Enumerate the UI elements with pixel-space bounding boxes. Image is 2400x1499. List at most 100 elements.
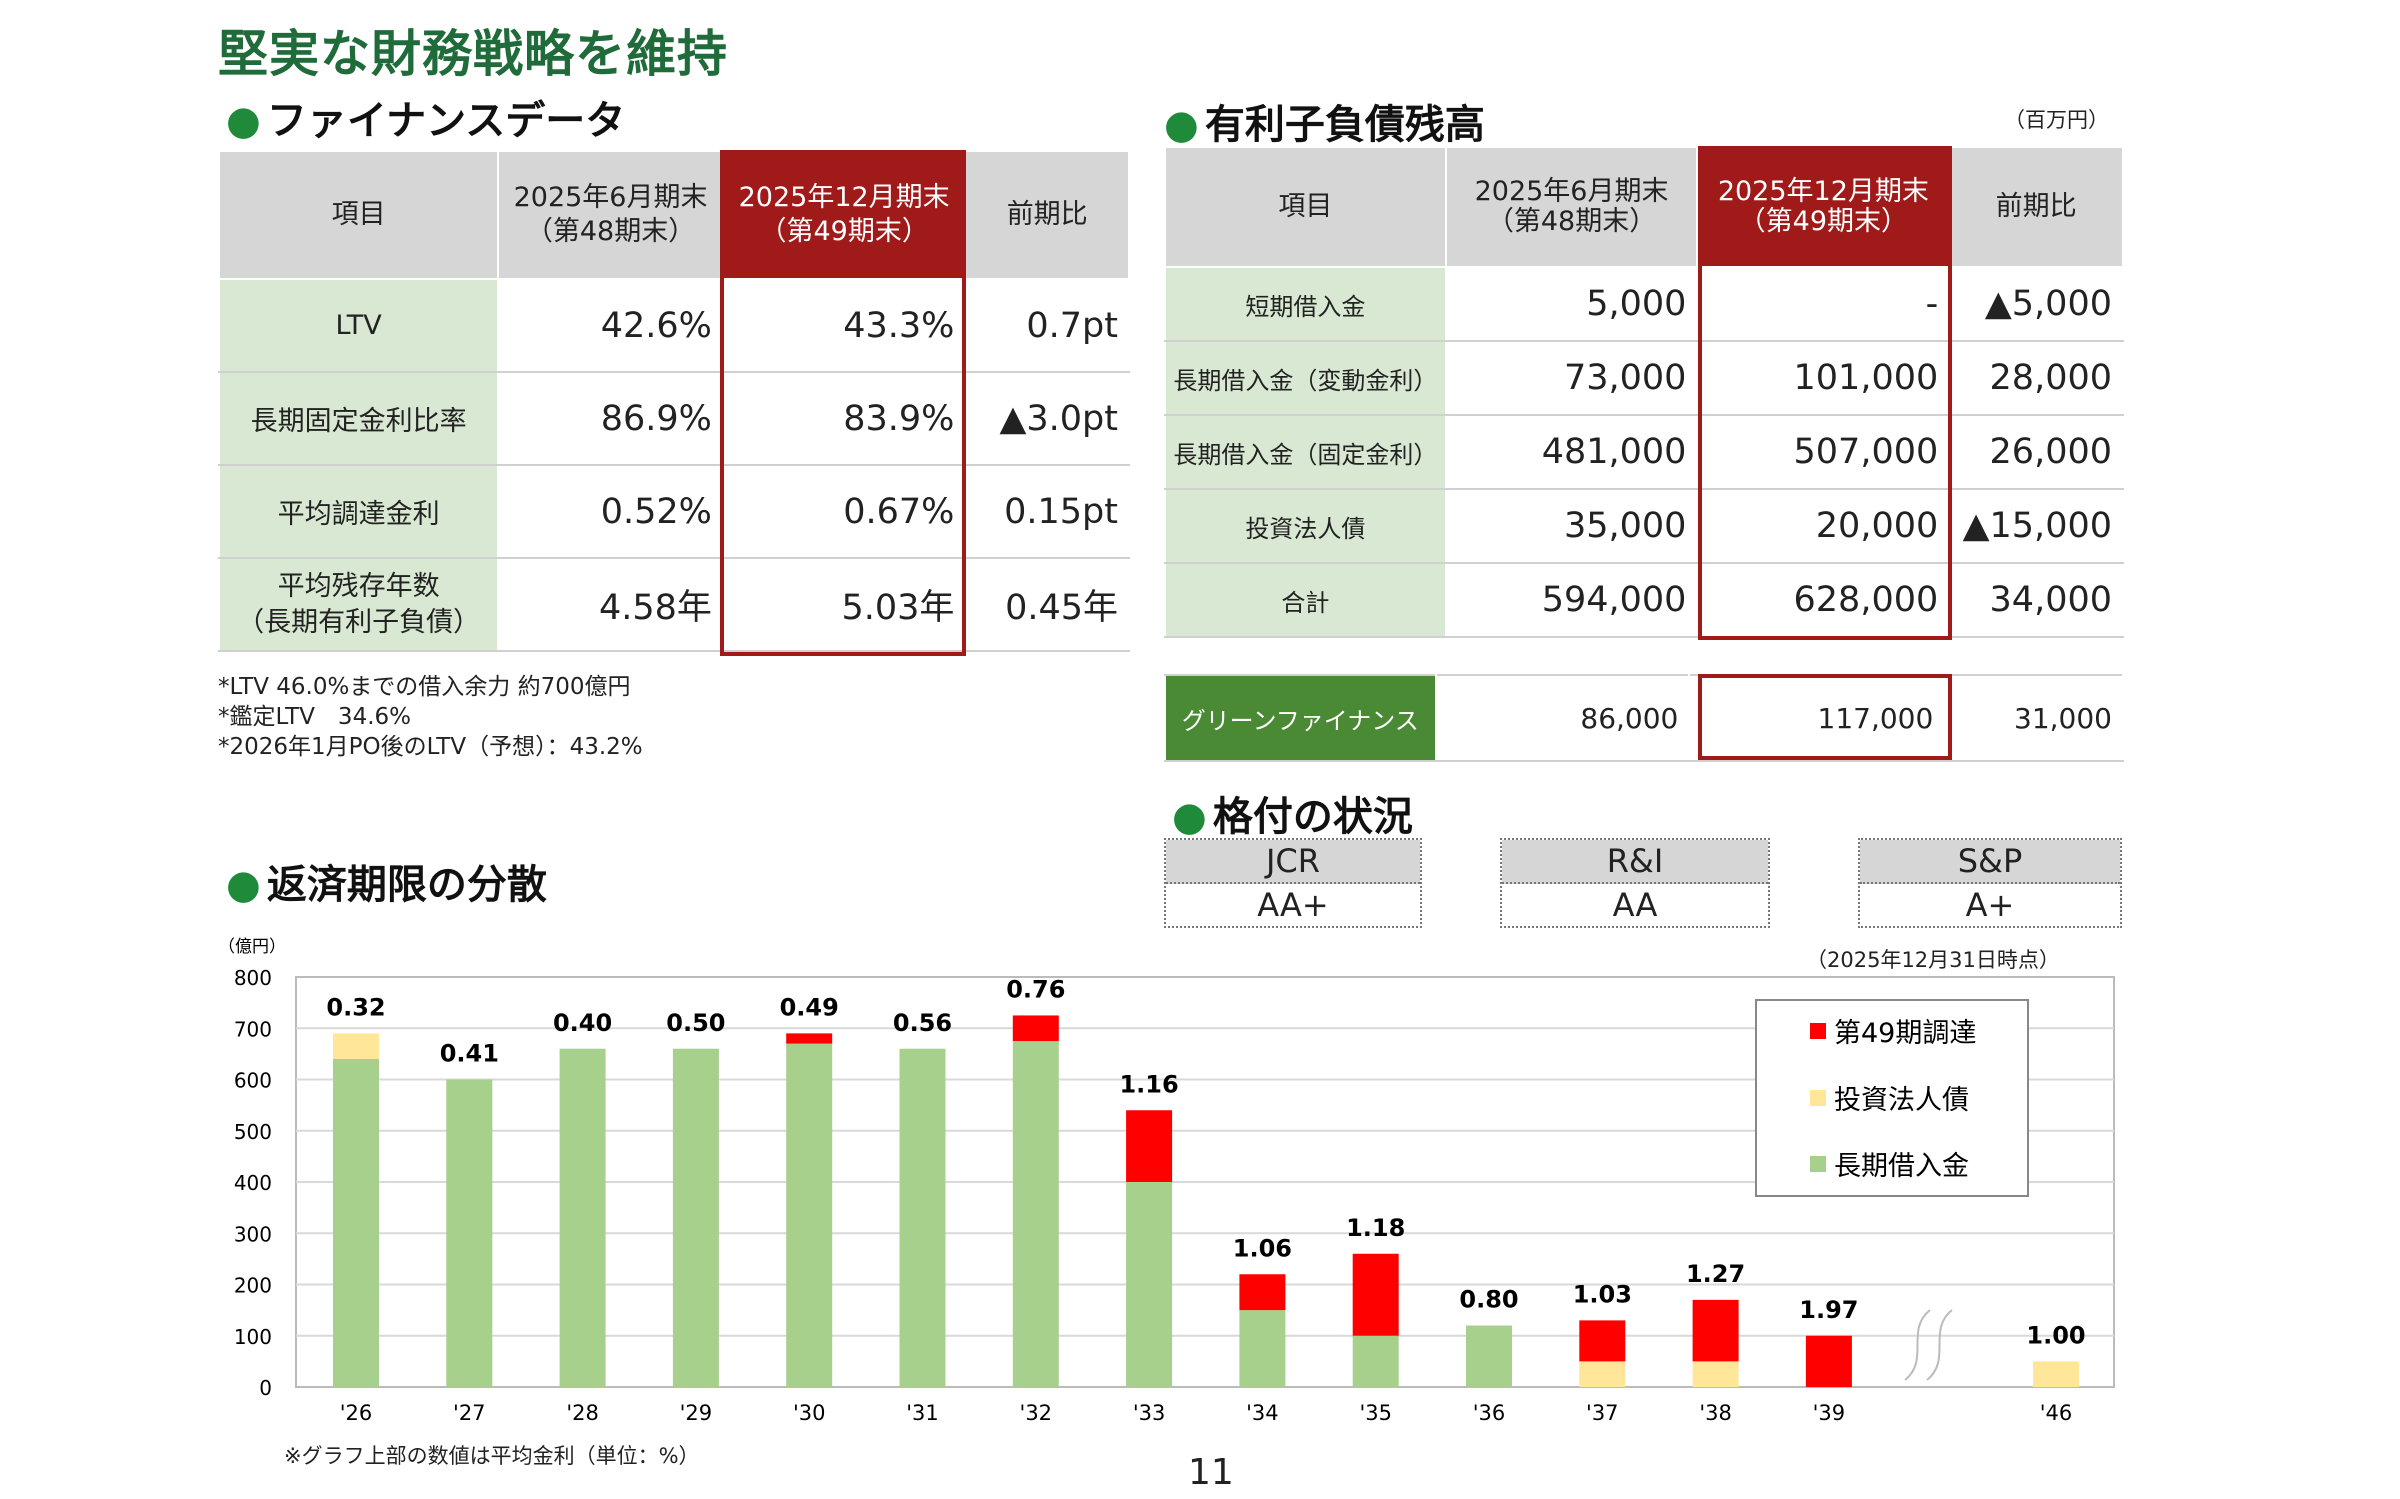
x-tick-label: '38 — [1699, 1401, 1732, 1425]
rating-grade: AA — [1612, 886, 1658, 924]
x-tick-label: '30 — [793, 1401, 826, 1425]
bar-segment — [1352, 1335, 1399, 1387]
prev-value: 594,000 — [1444, 562, 1699, 638]
bar-segment — [1352, 1253, 1399, 1336]
maturity-heading: ● 返済期限の分散 — [226, 862, 547, 908]
x-tick-label: '34 — [1246, 1401, 1279, 1425]
bar-segment — [1805, 1335, 1852, 1387]
bar-segment — [899, 1048, 946, 1387]
x-tick-label: '39 — [1813, 1401, 1846, 1425]
diff-value: 0.7pt — [964, 278, 1130, 373]
finance-table: 項目 2025年6月期末 （第48期末） 2025年12月期末 （第49期末） … — [217, 150, 1130, 652]
debt-table: 項目 2025年6月期末 （第48期末） 2025年12月期末 （第49期末） … — [1164, 146, 2124, 638]
y-tick-label: 200 — [234, 1274, 272, 1298]
legend-swatch-new — [1810, 1023, 1826, 1039]
bar-segment — [1692, 1361, 1739, 1387]
table-row: 合計 594,000 628,000 34,000 — [1164, 562, 2124, 638]
bar-segment — [333, 1059, 379, 1387]
bar-segment — [786, 1043, 833, 1387]
rate-label: 0.50 — [666, 1009, 725, 1037]
prev-value: 481,000 — [1444, 414, 1699, 490]
rate-label: 1.03 — [1573, 1280, 1632, 1308]
legend-label-long-term: 長期借入金 — [1834, 1151, 1969, 1182]
y-tick-label: 500 — [234, 1120, 272, 1144]
bar-segment — [1692, 1299, 1739, 1362]
table-row: 長期固定金利比率 86.9% 83.9% ▲3.0pt — [217, 371, 1130, 466]
x-tick-label: '46 — [2040, 1401, 2073, 1425]
note-line: *LTV 46.0%までの借入余力 約700億円 — [218, 674, 631, 700]
page-number: 11 — [1188, 1452, 1234, 1493]
legend-label-new: 第49期調達 — [1834, 1018, 1976, 1049]
x-tick-label: '26 — [340, 1401, 373, 1425]
rate-label: 0.49 — [780, 993, 839, 1021]
rate-label: 1.16 — [1119, 1070, 1178, 1098]
bar-segment — [559, 1048, 606, 1387]
chart-footnote: ※グラフ上部の数値は平均金利（単位：%） — [284, 1444, 700, 1468]
y-tick-label: 600 — [234, 1069, 272, 1093]
prev-value: 86.9% — [497, 371, 724, 466]
rate-label: 0.41 — [440, 1040, 499, 1068]
debt-header-diff: 前期比 — [1948, 146, 2124, 268]
curr-value: 83.9% — [721, 371, 967, 466]
curr-value: 5.03年 — [721, 557, 967, 652]
table-row: グリーンファイナンス 86,000 117,000 31,000 — [1164, 674, 2124, 762]
table-row: 長期借入金（変動金利） 73,000 101,000 28,000 — [1164, 340, 2124, 416]
rating-jcr: JCR AA+ — [1164, 838, 1422, 928]
y-tick-label: 0 — [259, 1376, 272, 1400]
bullet-icon: ● — [226, 862, 261, 908]
bar-segment — [446, 1079, 493, 1387]
y-axis-label: （億円） — [218, 937, 286, 957]
row-label: 平均残存年数 （長期有利子負債） — [217, 557, 500, 652]
diff-value: 28,000 — [1948, 340, 2124, 416]
legend-swatch-bonds — [1810, 1090, 1826, 1106]
curr-value: 0.67% — [721, 464, 967, 559]
row-label: 投資法人債 — [1164, 488, 1447, 564]
rating-heading: ● 格付の状況 — [1172, 794, 1413, 840]
rate-label: 0.76 — [1006, 975, 1065, 1003]
x-tick-label: '36 — [1473, 1401, 1506, 1425]
diff-value: 26,000 — [1948, 414, 2124, 490]
chart-legend: 第49期調達 投資法人債 長期借入金 — [1755, 999, 2029, 1197]
page-title: 堅実な財務戦略を維持 — [218, 25, 728, 83]
y-tick-label: 700 — [234, 1017, 272, 1041]
x-tick-label: '31 — [906, 1401, 939, 1425]
row-label: 長期借入金（固定金利） — [1164, 414, 1447, 490]
bar-segment — [1579, 1361, 1626, 1387]
rating-grade: AA+ — [1257, 886, 1329, 924]
bullet-icon: ● — [226, 98, 261, 144]
bar-segment — [333, 1033, 379, 1059]
green-diff: 31,000 — [1943, 674, 2124, 762]
note-line: *鑑定LTV 34.6% — [218, 704, 411, 730]
green-finance-table: グリーンファイナンス 86,000 117,000 31,000 — [1164, 674, 2124, 762]
prev-value: 42.6% — [497, 278, 724, 373]
curr-value: 20,000 — [1696, 488, 1951, 564]
table-row: 短期借入金 5,000 - ▲5,000 — [1164, 266, 2124, 342]
row-label: 短期借入金 — [1164, 266, 1447, 342]
table-row: 投資法人債 35,000 20,000 ▲15,000 — [1164, 488, 2124, 564]
bar-segment — [2033, 1361, 2079, 1387]
green-curr: 117,000 — [1688, 674, 1946, 762]
diff-value: 0.15pt — [964, 464, 1130, 559]
rate-label: 0.40 — [553, 1009, 612, 1037]
table-row: 長期借入金（固定金利） 481,000 507,000 26,000 — [1164, 414, 2124, 490]
y-tick-label: 100 — [234, 1325, 272, 1349]
legend-swatch-long-term — [1810, 1156, 1826, 1172]
green-prev: 86,000 — [1434, 674, 1691, 762]
bar-segment — [1579, 1320, 1626, 1362]
rating-agency: R&I — [1502, 840, 1768, 884]
x-tick-label: '27 — [453, 1401, 486, 1425]
row-label: 平均調達金利 — [217, 464, 500, 559]
bar-segment — [1466, 1325, 1512, 1387]
finance-header-diff: 前期比 — [964, 150, 1130, 280]
x-tick-label: '33 — [1133, 1401, 1166, 1425]
rating-ri: R&I AA — [1500, 838, 1770, 928]
row-label: 長期固定金利比率 — [217, 371, 500, 466]
y-tick-label: 300 — [234, 1222, 272, 1246]
bar-segment — [1239, 1310, 1286, 1387]
prev-value: 73,000 — [1444, 340, 1699, 416]
rate-label: 0.32 — [326, 993, 385, 1021]
debt-header-prev: 2025年6月期末 （第48期末） — [1444, 146, 1699, 268]
x-tick-label: '37 — [1586, 1401, 1619, 1425]
y-tick-label: 800 — [234, 966, 272, 990]
